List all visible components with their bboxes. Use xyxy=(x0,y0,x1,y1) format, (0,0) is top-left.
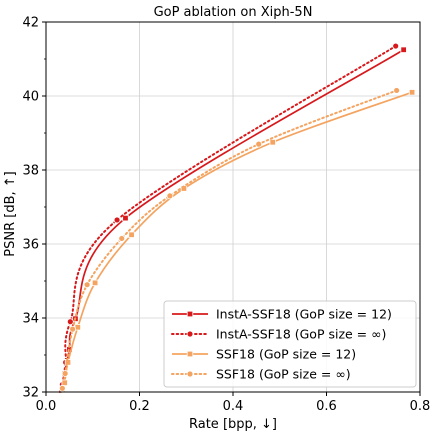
legend-entry: InstA-SSF18 (GoP size = ∞) xyxy=(171,327,386,342)
y-axis-label: PSNR [dB, ↑] xyxy=(3,171,18,256)
x-tick-label: 0.0 xyxy=(36,399,57,414)
y-tick-label: 32 xyxy=(22,386,39,401)
series xyxy=(58,87,401,393)
data-point xyxy=(122,214,129,222)
data-point xyxy=(255,140,263,148)
data-point xyxy=(118,235,126,242)
series-line xyxy=(59,45,397,393)
x-tick-label: 0.4 xyxy=(223,399,244,414)
legend-label: SSF18 (GoP size = ∞) xyxy=(216,367,351,382)
data-point xyxy=(58,384,66,392)
x-tick-label: 0.6 xyxy=(316,399,337,414)
data-point xyxy=(408,89,416,96)
data-point xyxy=(393,87,401,94)
data-point xyxy=(69,325,77,333)
series-layer xyxy=(58,42,416,393)
x-tick-label: 0.2 xyxy=(129,399,150,414)
x-axis-label: Rate [bpp, ↓] xyxy=(189,417,277,432)
legend-label: InstA-SSF18 (GoP size = ∞) xyxy=(216,327,386,342)
data-point xyxy=(166,192,174,200)
legend: InstA-SSF18 (GoP size = 12) InstA-SSF18 (… xyxy=(163,300,417,388)
legend-label: InstA-SSF18 (GoP size = 12) xyxy=(216,307,392,322)
legend-marker xyxy=(186,330,194,338)
y-tick-label: 36 xyxy=(22,238,39,253)
legend-label: SSF18 (GoP size = 12) xyxy=(216,347,356,362)
y-tick-label: 42 xyxy=(22,16,39,31)
data-point xyxy=(128,231,135,238)
data-point xyxy=(66,318,74,326)
data-point xyxy=(83,281,91,289)
data-point xyxy=(392,42,400,50)
y-tick-label: 38 xyxy=(22,164,39,179)
legend-entry: InstA-SSF18 (GoP size = 12) xyxy=(172,307,392,322)
data-point xyxy=(61,370,69,377)
legend-marker xyxy=(186,310,194,318)
legend-entry: SSF18 (GoP size = 12) xyxy=(172,347,356,362)
data-point xyxy=(61,379,68,386)
legend-box xyxy=(163,300,417,388)
legend-marker xyxy=(186,370,194,378)
y-tick-label: 34 xyxy=(22,312,39,327)
data-point xyxy=(269,139,276,146)
legend-marker xyxy=(186,350,194,358)
ticks: 0.0 0.2 0.4 0.6 0.8 32 34 36 38 40 42 xyxy=(22,16,430,415)
x-tick-label: 0.8 xyxy=(410,399,431,414)
y-tick-label: 40 xyxy=(22,90,39,105)
data-point xyxy=(400,46,407,53)
legend-entry: SSF18 (GoP size = ∞) xyxy=(171,367,351,382)
data-point xyxy=(113,216,121,224)
data-point xyxy=(91,279,99,287)
chart-title: GoP ablation on Xiph-5N xyxy=(154,5,313,20)
